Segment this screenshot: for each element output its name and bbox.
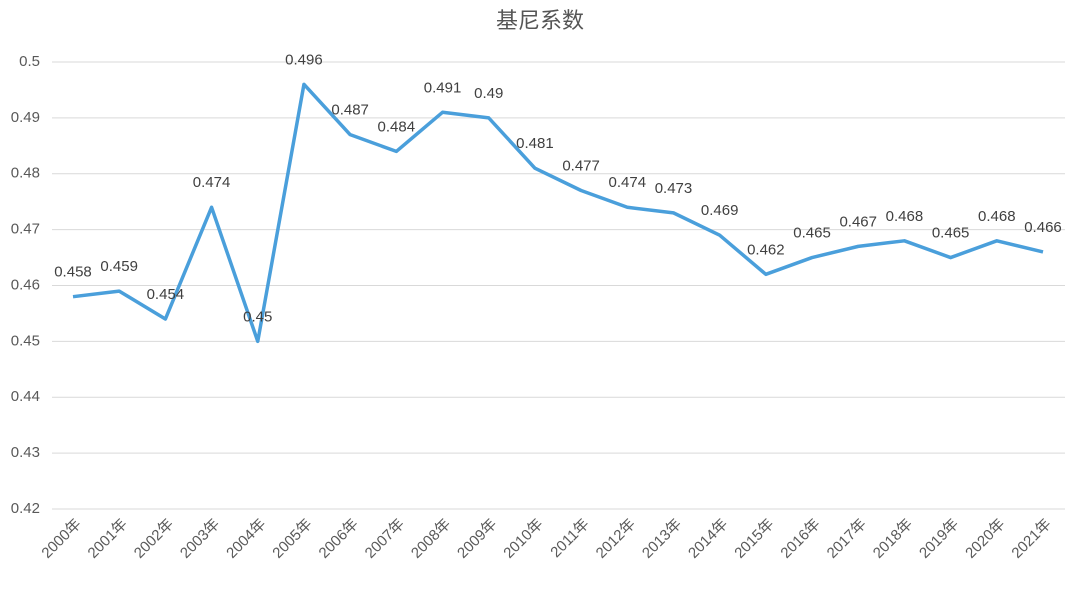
y-tick-label: 0.5 [19, 53, 40, 70]
data-label: 0.468 [978, 208, 1016, 225]
x-tick-label: 2000年 [38, 516, 84, 562]
x-tick-label: 2017年 [824, 516, 870, 562]
x-tick-label: 2020年 [962, 516, 1008, 562]
data-label: 0.481 [516, 135, 554, 152]
data-label: 0.487 [331, 102, 369, 119]
x-tick-label: 2008年 [408, 516, 454, 562]
data-label: 0.454 [147, 286, 185, 303]
y-tick-label: 0.48 [11, 165, 40, 182]
y-tick-label: 0.47 [11, 221, 40, 238]
y-tick-label: 0.42 [11, 500, 40, 517]
x-tick-label: 2002年 [131, 516, 177, 562]
data-label: 0.474 [193, 174, 231, 191]
y-tick-label: 0.44 [11, 388, 40, 405]
x-tick-label: 2007年 [362, 516, 408, 562]
data-label: 0.49 [474, 85, 503, 102]
series-line [72, 82, 1044, 344]
x-tick-label: 2004年 [223, 516, 269, 562]
x-tick-label: 2013年 [639, 516, 685, 562]
data-label: 0.462 [747, 241, 785, 258]
data-label: 0.484 [378, 118, 416, 135]
data-label: 0.473 [655, 180, 693, 197]
x-tick-label: 2009年 [454, 516, 500, 562]
x-tick-label: 2012年 [593, 516, 639, 562]
y-tick-label: 0.46 [11, 276, 40, 293]
data-label: 0.474 [609, 174, 647, 191]
chart-title: 基尼系数 [496, 8, 584, 33]
data-label: 0.477 [562, 157, 600, 174]
y-tick-label: 0.49 [11, 109, 40, 126]
x-tick-label: 2005年 [269, 516, 315, 562]
data-label: 0.496 [285, 51, 323, 68]
x-tick-label: 2014年 [685, 516, 731, 562]
x-tick-label: 2019年 [916, 516, 962, 562]
data-label: 0.491 [424, 79, 462, 96]
x-tick-label: 2016年 [777, 516, 823, 562]
x-tick-label: 2011年 [547, 516, 592, 561]
x-tick-label: 2006年 [316, 516, 362, 562]
x-tick-label: 2015年 [731, 516, 777, 562]
data-label: 0.469 [701, 202, 739, 219]
y-tick-label: 0.45 [11, 332, 40, 349]
data-label: 0.468 [886, 208, 924, 225]
data-label: 0.465 [793, 225, 831, 242]
y-tick-label: 0.43 [11, 444, 40, 461]
data-label: 0.465 [932, 225, 970, 242]
x-tick-label: 2003年 [177, 516, 223, 562]
x-tick-label: 2001年 [85, 516, 131, 562]
data-label: 0.466 [1024, 219, 1062, 236]
x-tick-label: 2010年 [500, 516, 546, 562]
data-label: 0.458 [54, 264, 92, 281]
x-tick-label: 2021年 [1008, 516, 1054, 562]
data-label: 0.467 [839, 213, 877, 230]
data-label: 0.459 [100, 258, 138, 275]
x-tick-label: 2018年 [870, 516, 916, 562]
data-label: 0.45 [243, 308, 272, 325]
